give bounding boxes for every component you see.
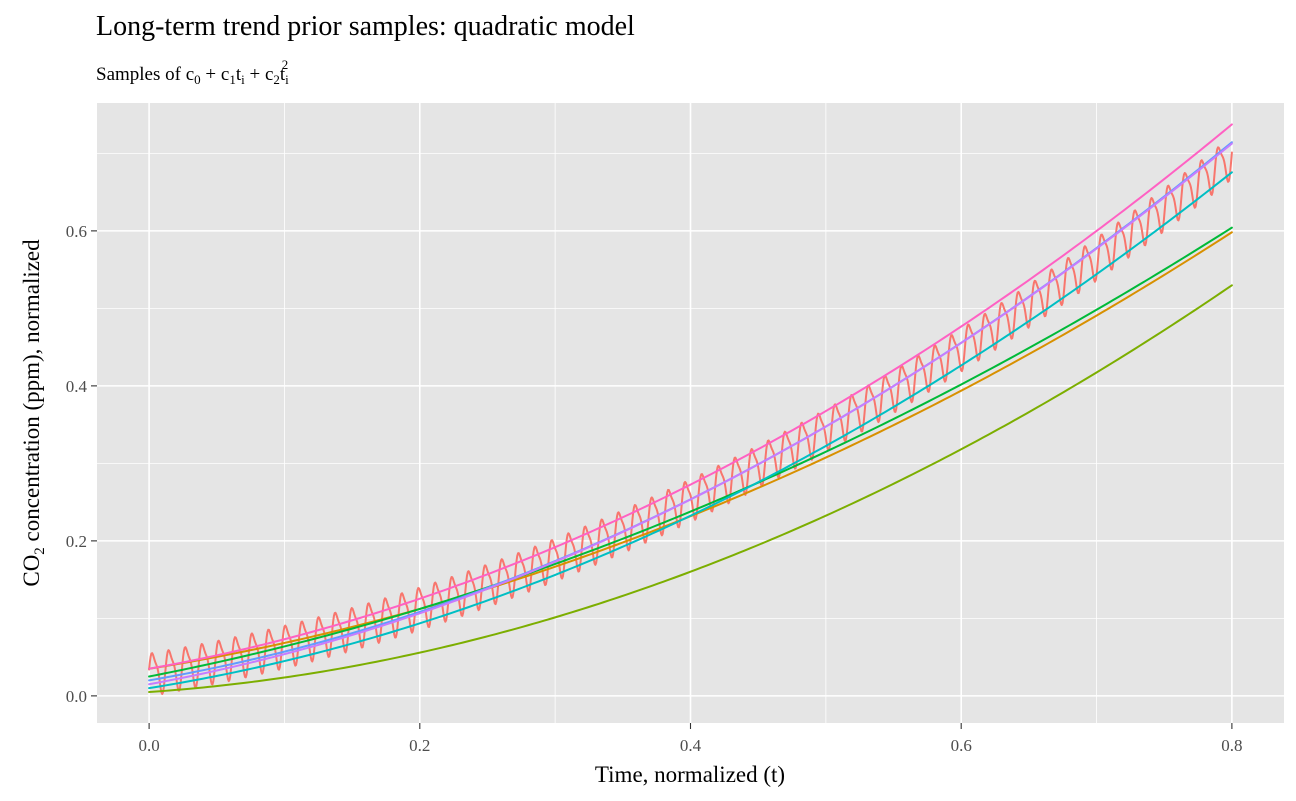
series-sample-2 [148,284,1233,693]
y-axis-title: CO2 concentration (ppm), normalized [19,239,48,587]
gridlines [97,103,1284,723]
axis-ticks: 0.0 0.2 0.4 0.6 0.8 0.0 0.2 0.4 0.6 [66,222,1243,755]
series-sample-4 [148,171,1233,690]
y-tick-label: 0.0 [66,687,87,706]
series-sample-7 [148,123,1233,670]
y-tick-label: 0.4 [66,377,88,396]
y-tick-label: 0.2 [66,532,87,551]
chart-title: Long-term trend prior samples: quadratic… [96,11,635,42]
x-tick-label: 0.6 [951,736,972,755]
x-tick-label: 0.2 [409,736,430,755]
x-tick-label: 0.0 [138,736,159,755]
series-observed [148,146,1233,695]
x-tick-label: 0.4 [680,736,702,755]
series-layer [148,123,1233,695]
x-tick-label: 0.8 [1221,736,1242,755]
chart-subtitle: Samples of c0 + c1ti + c2ti2 [96,57,289,87]
x-axis-title: Time, normalized (t) [595,762,785,787]
series-sample-3 [148,226,1233,678]
y-tick-label: 0.6 [66,222,87,241]
series-sample-6 [148,142,1233,686]
